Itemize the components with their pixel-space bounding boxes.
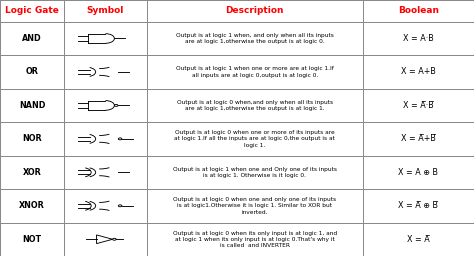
Text: XOR: XOR xyxy=(23,168,41,177)
Bar xyxy=(64,156,147,189)
Bar xyxy=(147,55,363,89)
Bar xyxy=(0,122,64,156)
Bar xyxy=(64,89,147,122)
Bar xyxy=(64,189,147,222)
Text: Output is at logic 1 when one or more are at logic 1.If
all inputs are at logic : Output is at logic 1 when one or more ar… xyxy=(176,66,334,78)
Text: Symbol: Symbol xyxy=(87,6,124,15)
Text: X = A̅: X = A̅ xyxy=(407,235,429,244)
Bar xyxy=(147,222,363,256)
Text: NOR: NOR xyxy=(22,134,42,143)
Text: X = A̅ ⊕ B̅: X = A̅ ⊕ B̅ xyxy=(398,201,438,210)
Bar xyxy=(363,189,474,222)
Text: AND: AND xyxy=(22,34,42,43)
Text: Output is at logic 0 when,and only when all its inputs
are at logic 1,otherwise : Output is at logic 0 when,and only when … xyxy=(177,100,333,111)
Bar xyxy=(0,55,64,89)
Text: Output is at logic 1 when one and Only one of its inputs
is at logic 1. Otherwis: Output is at logic 1 when one and Only o… xyxy=(173,167,337,178)
Text: Output is at logic 0 when one and only one of its inputs
is at logic1.Otherwise : Output is at logic 0 when one and only o… xyxy=(173,197,337,215)
Bar xyxy=(363,55,474,89)
Text: Output is at logic 0 when one or more of its inputs are
at logic 1.If all the in: Output is at logic 0 when one or more of… xyxy=(174,130,335,147)
Text: NAND: NAND xyxy=(19,101,45,110)
Bar xyxy=(0,89,64,122)
Text: NOT: NOT xyxy=(22,235,42,244)
Text: Logic Gate: Logic Gate xyxy=(5,6,59,15)
Bar xyxy=(64,222,147,256)
Text: Output is at logic 1 when, and only when all its inputs
are at logic 1,otherwise: Output is at logic 1 when, and only when… xyxy=(176,33,334,44)
Text: X = A̅+B̅: X = A̅+B̅ xyxy=(401,134,436,143)
Bar xyxy=(147,22,363,55)
Bar xyxy=(147,0,363,22)
Bar xyxy=(0,22,64,55)
Bar xyxy=(147,122,363,156)
Text: X = A ⊕ B: X = A ⊕ B xyxy=(398,168,438,177)
Bar xyxy=(147,189,363,222)
Text: X = A+B: X = A+B xyxy=(401,67,436,77)
Bar xyxy=(0,156,64,189)
Bar xyxy=(147,156,363,189)
Text: Description: Description xyxy=(226,6,284,15)
Bar xyxy=(0,222,64,256)
Text: XNOR: XNOR xyxy=(19,201,45,210)
Bar xyxy=(147,89,363,122)
Text: X = A·B: X = A·B xyxy=(403,34,434,43)
Bar xyxy=(363,0,474,22)
Bar xyxy=(363,156,474,189)
Bar xyxy=(64,55,147,89)
Text: X = A̅·B̅: X = A̅·B̅ xyxy=(403,101,434,110)
Bar xyxy=(0,0,64,22)
Bar xyxy=(64,0,147,22)
Bar xyxy=(363,89,474,122)
Text: Boolean: Boolean xyxy=(398,6,439,15)
Bar xyxy=(0,189,64,222)
Text: OR: OR xyxy=(26,67,38,77)
Bar xyxy=(363,22,474,55)
Bar xyxy=(363,122,474,156)
Bar xyxy=(64,22,147,55)
Text: Output is at logic 0 when its only input is at logic 1, and
at logic 1 when its : Output is at logic 0 when its only input… xyxy=(173,231,337,248)
Bar xyxy=(64,122,147,156)
Bar xyxy=(363,222,474,256)
